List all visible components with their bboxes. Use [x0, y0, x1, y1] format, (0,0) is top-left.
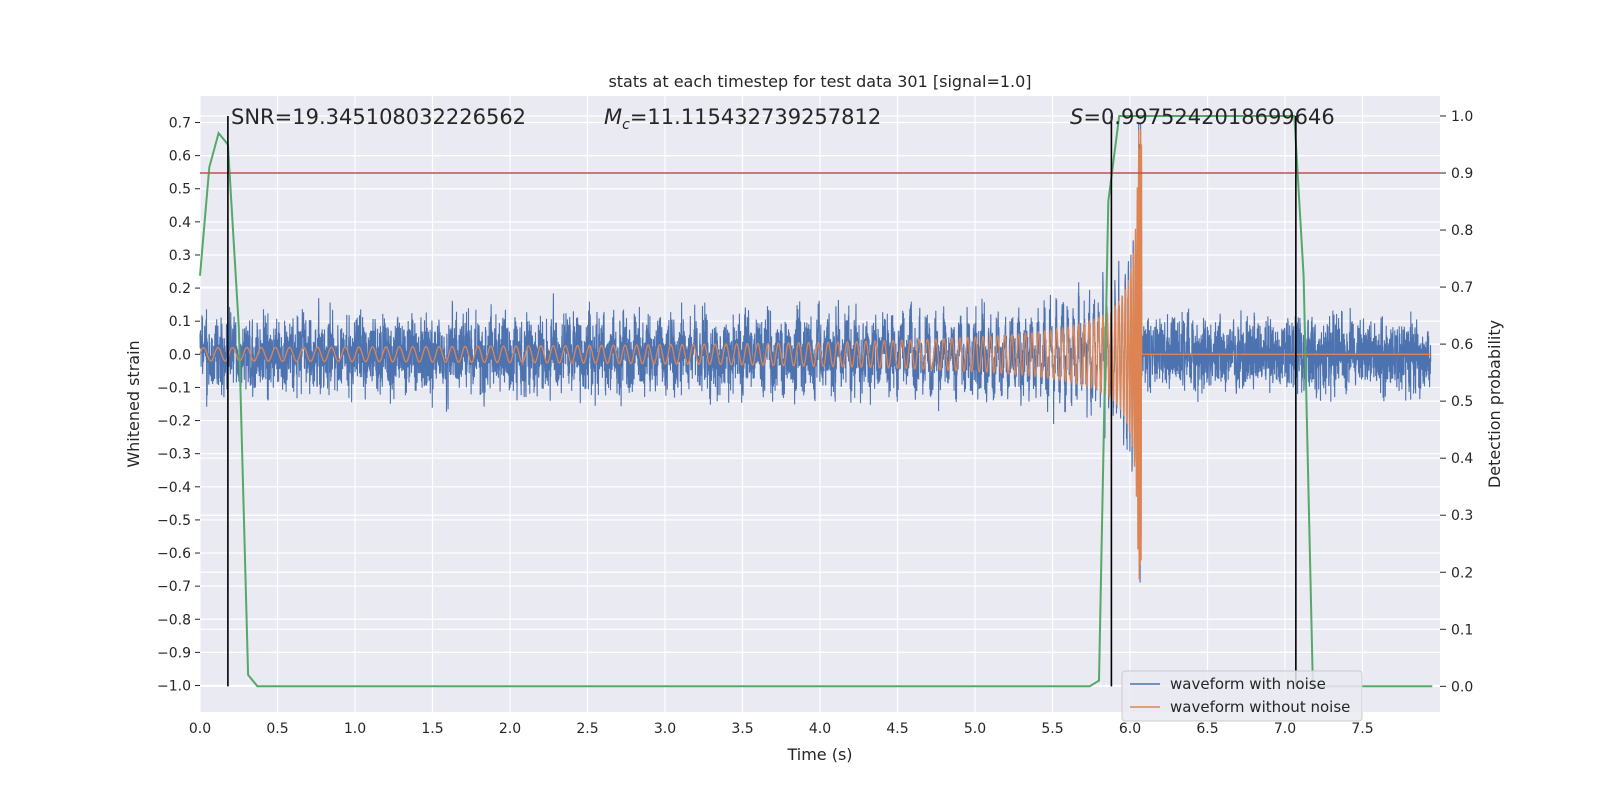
- x-tick-label: 6.0: [1119, 721, 1141, 737]
- x-tick-label: 2.5: [576, 721, 598, 737]
- y-tick-label: −0.3: [157, 447, 191, 463]
- y-tick-label: −0.5: [157, 513, 191, 529]
- y2-tick-label: 0.5: [1451, 394, 1473, 410]
- score-value: =0.9975242018699646: [1083, 105, 1334, 129]
- x-tick-label: 3.0: [654, 721, 676, 737]
- line-waveform-without-noise: [199, 129, 1431, 580]
- x-tick-label: 5.5: [1041, 721, 1063, 737]
- x-tick-label: 1.5: [421, 721, 443, 737]
- legend-label-waveform-with-noise: waveform with noise: [1170, 675, 1326, 693]
- y-tick-label: −0.9: [157, 645, 191, 661]
- chirp-mass-annotation: Mc=11.115432739257812: [604, 105, 881, 133]
- y-axis-label: Whitened strain: [124, 340, 143, 467]
- y-tick-label: 0.4: [169, 215, 191, 231]
- x-tick-label: 2.0: [499, 721, 521, 737]
- score-annotation: S=0.9975242018699646: [1070, 105, 1335, 129]
- y-axis-right: 1.0 0.9 0.8 0.7 0.6 0.5 0.4 0.3 0.2 0.1 0.0: [1440, 109, 1473, 695]
- series-waveform-with-noise: [199, 122, 1432, 583]
- y-tick-label: −0.2: [157, 414, 191, 430]
- y-tick-label: 0.1: [169, 314, 191, 330]
- legend-box: [1121, 670, 1363, 722]
- y-tick-label: −1.0: [157, 679, 191, 695]
- x-tick-label: 3.5: [731, 721, 753, 737]
- y-tick-label: −0.7: [157, 579, 191, 595]
- y2-tick-label: 0.7: [1451, 280, 1473, 296]
- legend: waveform with noise waveform without noi…: [1121, 670, 1363, 722]
- x-tick-label: 0.5: [266, 721, 288, 737]
- y2-tick-label: 1.0: [1451, 109, 1473, 125]
- x-tick-label: 7.5: [1351, 721, 1373, 737]
- chirp-mass-subscript: c: [622, 117, 630, 133]
- x-tick-label: 4.5: [886, 721, 908, 737]
- chirp-mass-symbol: M: [604, 105, 622, 129]
- y-tick-label: −0.4: [157, 480, 191, 496]
- y2-axis-label: Detection probability: [1485, 320, 1504, 488]
- x-tick-label: 1.0: [344, 721, 366, 737]
- y-tick-label: 0.2: [169, 281, 191, 297]
- chirp-mass-value: =11.115432739257812: [630, 105, 881, 129]
- line-detection-probability: [199, 115, 1433, 688]
- y2-tick-label: 0.9: [1451, 166, 1473, 182]
- y-tick-label: −0.6: [157, 546, 191, 562]
- y2-tick-label: 0.0: [1451, 679, 1473, 695]
- x-axis-label: Time (s): [786, 745, 852, 764]
- y-tick-label: 0.6: [169, 149, 191, 165]
- x-axis: 0.0 0.5 1.0 1.5 2.0 2.5 3.0 3.5 4.0 4.5 5.0 5.5 6.0 6…: [189, 721, 1374, 737]
- y-tick-label: 0.5: [169, 182, 191, 198]
- x-tick-label: 6.5: [1196, 721, 1218, 737]
- series-waveform-without-noise: [199, 129, 1431, 580]
- y-tick-label: 0.3: [169, 248, 191, 264]
- y2-tick-label: 0.3: [1451, 508, 1473, 524]
- y2-tick-label: 0.1: [1451, 622, 1473, 638]
- y2-tick-label: 0.8: [1451, 223, 1473, 239]
- y2-tick-label: 0.4: [1451, 451, 1473, 467]
- y2-tick-label: 0.2: [1451, 565, 1473, 581]
- x-tick-label: 7.0: [1274, 721, 1296, 737]
- x-tick-label: 4.0: [809, 721, 831, 737]
- y-tick-label: 0.0: [169, 347, 191, 363]
- y-axis-left: 0.7 0.6 0.5 0.4 0.3 0.2 0.1 0.0 −0.1 −0.2 −0.3 −0.4…: [157, 115, 200, 695]
- legend-label-waveform-without-noise: waveform without noise: [1170, 698, 1350, 716]
- line-waveform-with-noise: [199, 122, 1432, 583]
- chart-title: stats at each timestep for test data 301…: [608, 72, 1031, 91]
- overlay-lines: [200, 115, 1440, 687]
- y-tick-label: −0.1: [157, 380, 191, 396]
- y2-tick-label: 0.6: [1451, 337, 1473, 353]
- score-symbol: S: [1070, 105, 1083, 129]
- y-tick-label: 0.7: [169, 115, 191, 131]
- x-tick-label: 5.0: [964, 721, 986, 737]
- series-detection-probability: [199, 115, 1433, 688]
- snr-annotation: SNR=19.345108032226562: [231, 105, 526, 129]
- y-tick-label: −0.8: [157, 612, 191, 628]
- x-tick-label: 0.0: [189, 721, 211, 737]
